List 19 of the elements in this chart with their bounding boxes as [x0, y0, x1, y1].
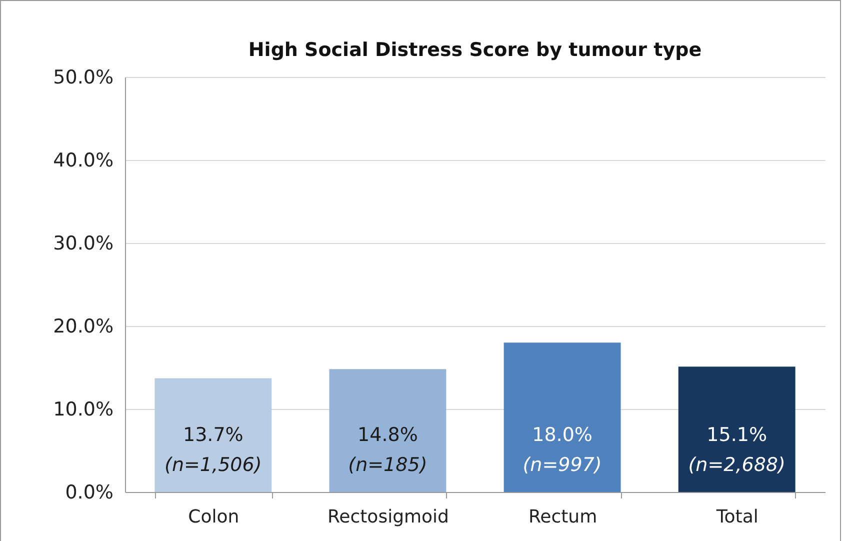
x-tick-label: Total [715, 506, 758, 528]
text: 14.8% (n=185) [348, 424, 428, 476]
y-tick-label: 0.0% [65, 482, 114, 504]
bar [678, 366, 796, 492]
y-tick-label: 40.0% [53, 150, 114, 172]
bar [504, 342, 621, 492]
bar [154, 378, 272, 492]
y-tick-label: 10.0% [53, 398, 114, 420]
bar [329, 369, 446, 492]
y-tick-label: 20.0% [53, 316, 114, 338]
text: 15.1% (n=2,688) [688, 424, 786, 476]
y-tick-label: 50.0% [53, 66, 114, 88]
text: 13.7% (n=1,506) [164, 424, 262, 476]
y-tick-label: 30.0% [53, 232, 114, 254]
x-tick-label: Rectum [528, 506, 598, 528]
x-tick-label: Rectosigmoid [327, 506, 449, 528]
text: 18.0% (n=997) [522, 424, 602, 476]
chart-title: High Social Distress Score by tumour type [248, 39, 702, 61]
x-tick-label: Colon [188, 506, 240, 528]
